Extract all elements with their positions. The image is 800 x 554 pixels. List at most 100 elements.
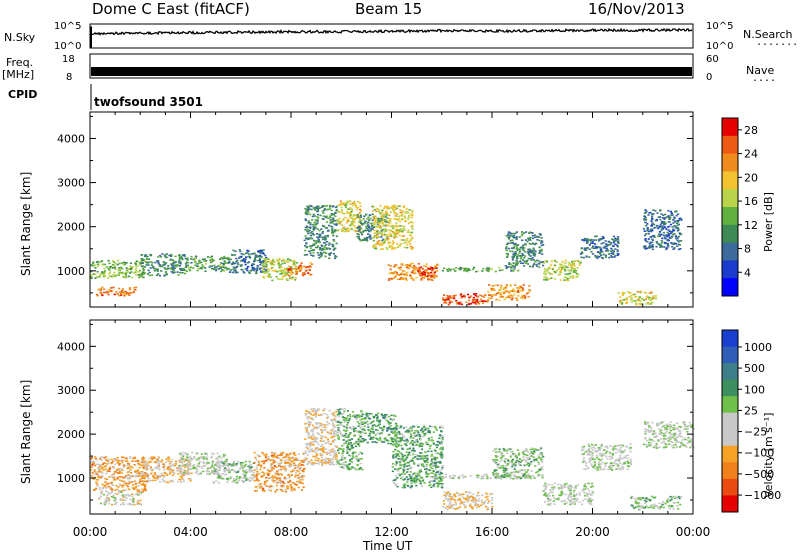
freq-band <box>91 67 692 76</box>
nave-tick-bottom: 0 <box>706 72 712 83</box>
power-cell-3 <box>185 255 231 273</box>
velocity-cbar-tick-2: 100 <box>744 383 765 396</box>
power-cbar-swatch-6 <box>722 224 738 244</box>
power-cell-6 <box>287 262 314 277</box>
x-tick-label-4: 16:00 <box>475 525 510 539</box>
x-tick-label-0: 00:00 <box>73 525 108 539</box>
power-cbar-swatch-2 <box>722 153 738 172</box>
noise-tick-left-top: 10^5 <box>54 21 81 32</box>
velocity-cell-15 <box>630 495 683 511</box>
velocity-cell-10 <box>442 491 494 511</box>
power-cbar-swatch-7 <box>722 242 738 261</box>
power-cell-19 <box>617 290 658 306</box>
power-cbar-swatch-8 <box>722 260 738 279</box>
beam-title: Beam 15 <box>355 0 423 18</box>
power-cell-18 <box>579 235 620 260</box>
power-y-tick-label-1: 2000 <box>57 221 85 234</box>
power-cell-13 <box>442 292 489 306</box>
x-tick-label-6: 00:00 <box>676 525 711 539</box>
power-panel-frame <box>89 111 694 308</box>
velocity-y-tick-label-0: 1000 <box>57 472 85 485</box>
power-cell-9 <box>356 213 389 242</box>
velocity-panel-frame <box>89 319 694 515</box>
power-cbar-swatch-1 <box>722 135 738 155</box>
power-cell-1 <box>95 286 138 297</box>
nsearch-label: N.Search <box>743 28 793 41</box>
velocity-cbar-tick-4: −25 <box>744 426 767 439</box>
velocity-cell-13 <box>542 482 595 506</box>
velocity-cbar-tick-6: −500 <box>744 468 774 481</box>
power-cbar-swatch-9 <box>722 278 738 297</box>
nsearch-dots: ....... <box>756 37 799 48</box>
power-cell-10 <box>371 204 414 251</box>
velocity-ylabel: Slant Range [km] <box>19 380 33 484</box>
x-ticks: 00:00 04:00 08:00 12:00 16:00 20:00 00:00 <box>73 112 711 539</box>
power-y-ticks: 1000 2000 3000 4000 <box>57 115 693 294</box>
freq-label: Freq. <box>6 56 34 69</box>
freq-panel-frame <box>89 53 694 79</box>
power-cbar-tick-0: 4 <box>744 266 751 279</box>
nave-label: Nave <box>746 64 775 77</box>
velocity-cell-16 <box>642 421 695 449</box>
noise-line <box>90 27 693 36</box>
cpid-value: twofsound 3501 <box>94 95 203 109</box>
velocity-cbar-swatch-9 <box>722 478 738 496</box>
power-cell-7 <box>303 204 339 260</box>
x-tick-label-3: 12:00 <box>374 525 409 539</box>
velocity-cbar-swatch-3 <box>722 379 738 397</box>
velocity-y-ticks: 1000 2000 3000 4000 <box>57 323 693 501</box>
velocity-cbar-swatch-7 <box>722 445 738 463</box>
power-cell-12 <box>417 266 438 277</box>
velocity-cell-6 <box>304 408 338 467</box>
freq-tick-bottom: 8 <box>66 72 72 83</box>
velocity-colorbar-label: Velocity [m s⁻¹] <box>762 413 775 498</box>
noise-panel-frame <box>89 23 694 49</box>
freq-tick-top: 18 <box>62 54 75 65</box>
velocity-cbar-swatch-10 <box>722 495 738 513</box>
velocity-cbar-swatch-5 <box>722 412 738 430</box>
power-cbar-tick-4: 20 <box>744 171 758 184</box>
velocity-cbar-swatch-2 <box>722 363 738 381</box>
power-cbar-tick-6: 28 <box>744 124 758 137</box>
noise-tick-left-bottom: 10^0 <box>54 41 81 52</box>
x-tick-label-5: 20:00 <box>575 525 610 539</box>
velocity-cell-9 <box>391 425 444 489</box>
cpid-label: CPID <box>8 88 38 101</box>
velocity-cells <box>90 408 695 511</box>
power-cell-17 <box>542 259 582 282</box>
x-tick-label-1: 04:00 <box>173 525 208 539</box>
noise-tick-right-top: 10^5 <box>706 21 733 32</box>
nsky-label: N.Sky <box>4 31 36 44</box>
velocity-cbar-swatch-8 <box>722 462 738 480</box>
velocity-cbar-tick-5: −100 <box>744 447 774 460</box>
mhz-label: [MHz] <box>2 68 35 81</box>
nave-tick-top: 60 <box>706 54 719 65</box>
x-tick-label-2: 08:00 <box>274 525 309 539</box>
power-cell-20 <box>642 209 683 251</box>
power-cell-16 <box>504 231 545 268</box>
power-colorbar: 4 8 12 16 20 24 28 <box>721 117 758 297</box>
power-cbar-tick-2: 12 <box>744 219 758 232</box>
power-cbar-swatch-4 <box>722 189 738 208</box>
nave-dots: .... <box>752 73 777 84</box>
power-cbar-tick-5: 24 <box>744 148 758 161</box>
power-cbar-swatch-5 <box>722 207 738 226</box>
power-cbar-swatch-3 <box>722 171 738 190</box>
velocity-cbar-swatch-1 <box>722 346 738 364</box>
velocity-cbar-swatch-0 <box>722 330 738 348</box>
power-cells <box>90 200 683 306</box>
x-axis-label: Time UT <box>362 539 413 553</box>
velocity-cbar-tick-3: 25 <box>744 404 758 417</box>
noise-trace <box>90 26 693 48</box>
power-y-tick-label-3: 4000 <box>57 132 85 145</box>
velocity-cell-0 <box>90 456 148 493</box>
power-cell-14 <box>441 266 520 273</box>
velocity-colorbar: 1000 500 100 25 −25 −100 −500 −1000 <box>721 329 781 513</box>
power-cell-15 <box>487 284 531 302</box>
power-colorbar-label: Power [dB] <box>762 192 775 252</box>
power-y-tick-label-2: 3000 <box>57 177 85 190</box>
velocity-cell-1 <box>98 491 143 506</box>
power-y-tick-label-0: 1000 <box>57 265 85 278</box>
power-ylabel: Slant Range [km] <box>19 172 33 276</box>
